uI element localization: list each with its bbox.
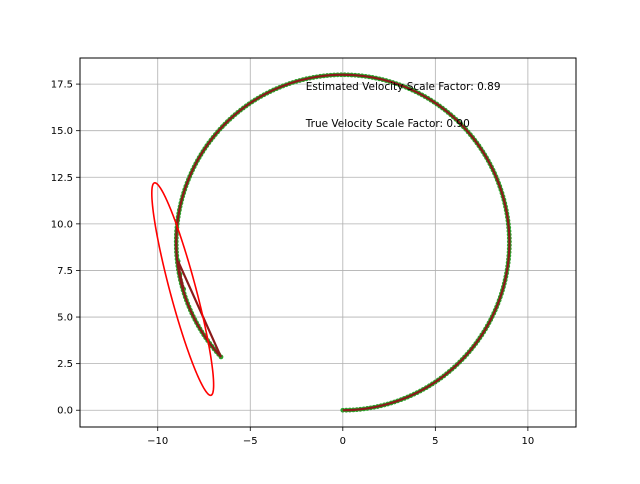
trajectory-line (175, 73, 511, 412)
y-tick-label: 0.0 (57, 406, 73, 417)
uncertainty-ellipse (151, 182, 215, 397)
x-tick-label: 0 (340, 436, 346, 447)
plot-area (151, 72, 512, 413)
annotations: Estimated Velocity Scale Factor: 0.89 Tr… (305, 81, 501, 130)
y-tick-label: 2.5 (57, 359, 73, 370)
x-tick-label: 5 (432, 436, 438, 447)
y-tick-label: 7.5 (57, 266, 73, 277)
x-tick-label: −5 (243, 436, 258, 447)
estimated-scale-annotation: Estimated Velocity Scale Factor: 0.89 (306, 81, 501, 93)
axes-frame (79, 57, 577, 428)
y-tick-label: 17.5 (51, 80, 73, 91)
true-scale-annotation: True Velocity Scale Factor: 0.90 (305, 118, 470, 130)
y-tick-label: 15.0 (51, 126, 73, 137)
axis-ticks: −10 −5 0 5 10 0.0 2.5 5.0 7.5 10.0 12.5 15.0 17.5 (51, 80, 535, 447)
x-tick-label: −10 (147, 436, 168, 447)
y-tick-label: 5.0 (57, 313, 73, 324)
grid (80, 58, 576, 427)
y-tick-label: 12.5 (51, 173, 73, 184)
x-tick-label: 10 (522, 436, 535, 447)
y-tick-label: 10.0 (51, 219, 73, 230)
